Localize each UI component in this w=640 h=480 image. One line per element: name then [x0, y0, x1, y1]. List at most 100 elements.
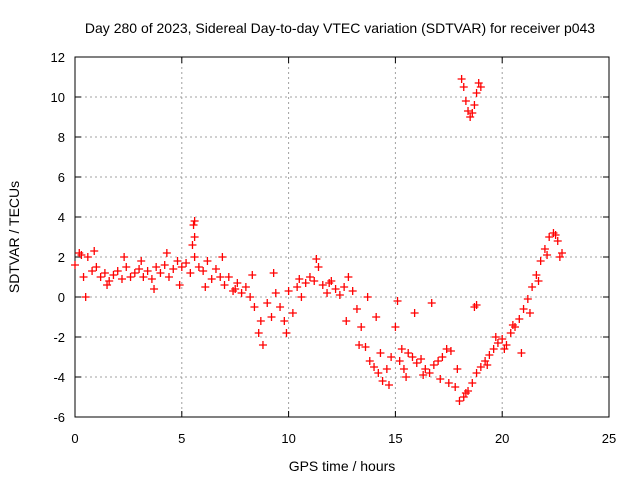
data-point [211, 265, 220, 273]
data-point [297, 293, 306, 301]
data-points [71, 75, 567, 405]
data-point [461, 97, 470, 105]
y-tick-label: 6 [58, 170, 65, 185]
data-point [276, 303, 285, 311]
data-point [378, 377, 387, 385]
y-tick-label: 2 [58, 250, 65, 265]
y-tick-label: 0 [58, 290, 65, 305]
data-point [517, 349, 526, 357]
y-tick-label: -4 [53, 370, 65, 385]
data-point [365, 357, 374, 365]
data-point [190, 233, 199, 241]
data-point [284, 287, 293, 295]
data-point [348, 287, 357, 295]
data-point [451, 383, 460, 391]
data-point [164, 273, 173, 281]
data-point [75, 249, 84, 257]
data-point [207, 275, 216, 283]
data-point [444, 379, 453, 387]
data-point [470, 101, 479, 109]
data-point [374, 369, 383, 377]
data-point [203, 257, 212, 265]
data-point [152, 263, 161, 271]
data-point [199, 267, 208, 275]
data-point [201, 283, 210, 291]
data-point [457, 75, 466, 83]
data-point [139, 273, 148, 281]
data-point [189, 221, 198, 229]
data-point [331, 285, 340, 293]
data-point [476, 363, 485, 371]
data-point [502, 341, 511, 349]
data-point [130, 269, 139, 277]
data-point [553, 237, 562, 245]
y-tick-label: 8 [58, 130, 65, 145]
data-point [246, 293, 255, 301]
data-point [220, 281, 229, 289]
data-point [387, 353, 396, 361]
data-point [555, 253, 564, 261]
data-point [169, 265, 178, 273]
data-point [391, 323, 400, 331]
data-point [105, 277, 114, 285]
data-point [472, 301, 481, 309]
data-point [267, 313, 276, 321]
data-point [156, 269, 165, 277]
data-point [525, 309, 534, 317]
data-point [523, 295, 532, 303]
data-point [404, 349, 413, 357]
data-point [325, 279, 334, 287]
data-point [173, 257, 182, 265]
x-tick-label: 10 [281, 431, 295, 446]
data-point [357, 323, 366, 331]
data-point [519, 305, 528, 313]
data-point [182, 259, 191, 267]
data-point [218, 253, 227, 261]
axis-ticks: 0 5 10 15 20 25 -6 -4 -2 0 2 4 6 8 10 12 [51, 50, 617, 446]
data-point [122, 263, 131, 271]
data-point [109, 271, 118, 279]
data-point [314, 263, 323, 271]
data-point [468, 109, 477, 117]
data-point [100, 269, 109, 277]
data-point [493, 339, 502, 347]
data-point [470, 303, 479, 311]
data-point [160, 261, 169, 269]
data-point [175, 281, 184, 289]
data-point [483, 361, 492, 369]
data-point [429, 361, 438, 369]
data-point [489, 345, 498, 353]
data-point [342, 317, 351, 325]
data-point [355, 341, 364, 349]
data-point [147, 275, 156, 283]
data-point [436, 375, 445, 383]
data-point [216, 273, 225, 281]
data-point [498, 335, 507, 343]
data-point [229, 287, 238, 295]
x-tick-label: 0 [71, 431, 78, 446]
data-point [361, 343, 370, 351]
data-point [250, 303, 259, 311]
data-point [188, 241, 197, 249]
data-point [231, 285, 240, 293]
data-point [461, 389, 470, 397]
data-point [263, 299, 272, 307]
data-point [254, 329, 263, 337]
data-point [113, 267, 122, 275]
data-point [71, 261, 79, 269]
data-point [282, 329, 291, 337]
data-point [344, 273, 353, 281]
data-point [455, 397, 464, 405]
data-point [293, 283, 302, 291]
data-point [90, 247, 99, 255]
data-point [459, 83, 468, 91]
data-point [190, 217, 199, 225]
data-point [393, 297, 402, 305]
data-point [81, 293, 90, 301]
x-tick-label: 5 [178, 431, 185, 446]
data-point [427, 299, 436, 307]
data-point [248, 271, 257, 279]
data-point [543, 251, 552, 259]
data-point [143, 267, 152, 275]
data-point [177, 263, 186, 271]
